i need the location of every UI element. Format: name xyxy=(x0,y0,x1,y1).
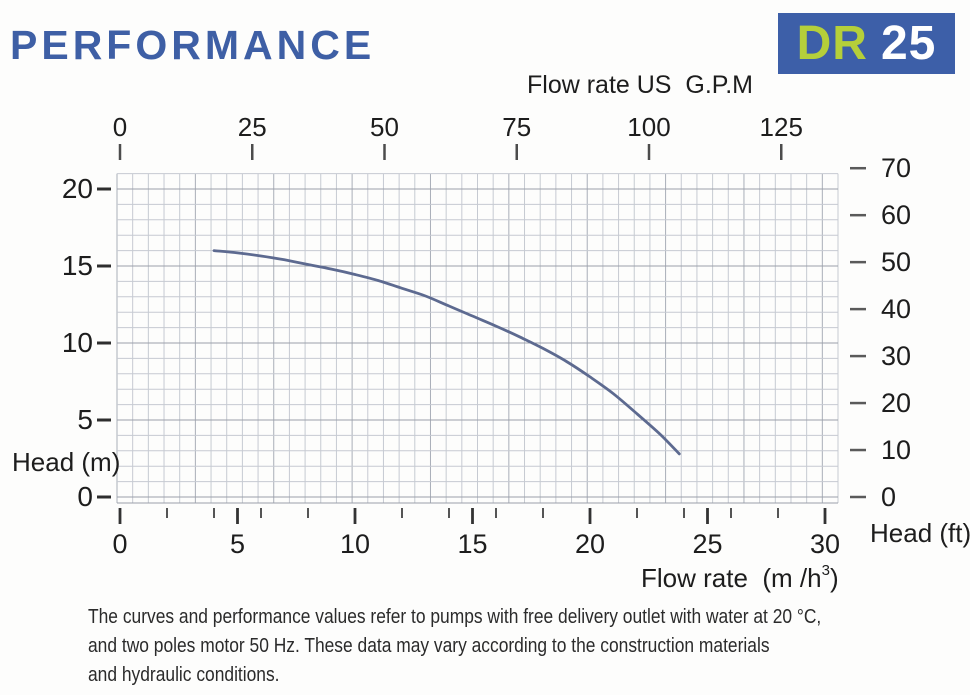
bottom-tick-label: 25 xyxy=(692,529,722,559)
top-tick-label: 100 xyxy=(627,112,670,142)
bottom-tick-label: 0 xyxy=(112,529,127,559)
right-tick-label: 0 xyxy=(881,482,896,512)
bottom-tick-label: 30 xyxy=(810,529,840,559)
bottom-tick-label: 15 xyxy=(457,529,487,559)
left-axis-ticks: 0 5 10 15 20 xyxy=(62,173,111,512)
right-tick-label: 70 xyxy=(881,153,911,183)
right-axis-ticks: 0 10 20 30 40 50 60 70 xyxy=(850,153,911,512)
top-tick-label: 75 xyxy=(502,112,531,142)
left-tick-label: 15 xyxy=(62,250,93,281)
right-tick-label: 10 xyxy=(881,435,911,465)
top-axis-ticks: 0 25 50 75 100 125 xyxy=(113,112,803,160)
left-axis-title: Head (m) xyxy=(12,447,121,477)
top-tick-label: 50 xyxy=(370,112,399,142)
bottom-axis-title-sup: 3 xyxy=(821,562,830,580)
right-tick-label: 40 xyxy=(881,294,911,324)
right-axis-title: Head (ft) xyxy=(870,518,970,548)
footnote-line: and hydraulic conditions. xyxy=(88,664,280,686)
top-tick-label: 125 xyxy=(760,112,803,142)
right-tick-label: 20 xyxy=(881,388,911,418)
model-series-label: DR xyxy=(796,17,868,70)
top-tick-label: 25 xyxy=(238,112,267,142)
footnote: The curves and performance values refer … xyxy=(88,603,821,690)
head-curve xyxy=(212,249,681,456)
footnote-line: The curves and performance values refer … xyxy=(88,606,822,628)
bottom-axis-title: Flow rate (m /h3) xyxy=(641,562,839,594)
bottom-axis-ticks: 0 5 10 15 20 25 30 xyxy=(112,508,840,559)
footnote-line: and two poles motor 50 Hz. These data ma… xyxy=(88,635,770,657)
left-tick-label: 0 xyxy=(77,481,93,512)
right-tick-label: 30 xyxy=(881,341,911,371)
right-tick-label: 50 xyxy=(881,247,911,277)
head-curve-group xyxy=(212,249,681,456)
top-tick-label: 0 xyxy=(113,112,127,142)
bottom-axis-title-end: ) xyxy=(829,563,839,593)
bottom-tick-label: 5 xyxy=(230,529,245,559)
bottom-tick-label: 20 xyxy=(575,529,605,559)
left-tick-label: 20 xyxy=(62,173,93,204)
bottom-tick-label: 10 xyxy=(340,529,370,559)
left-tick-label: 10 xyxy=(62,327,93,358)
model-badge: DR 25 xyxy=(778,13,955,74)
top-axis-title: Flow rate US G.P.M xyxy=(527,71,753,99)
left-tick-label: 5 xyxy=(77,404,93,435)
right-tick-label: 60 xyxy=(881,200,911,230)
page-title: PERFORMANCE xyxy=(10,22,376,68)
bottom-axis-title-text: Flow rate (m /h xyxy=(641,563,822,593)
model-number-label: 25 xyxy=(880,17,937,70)
chart-grid xyxy=(116,173,839,504)
